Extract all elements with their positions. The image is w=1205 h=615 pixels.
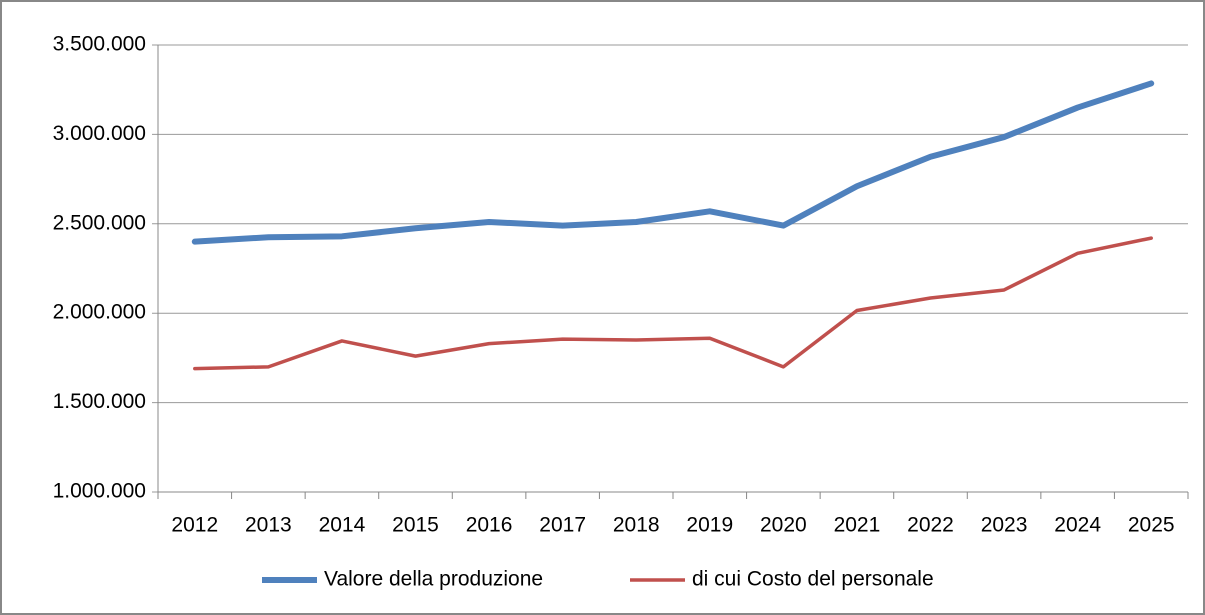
legend-label: di cui Costo del personale [692, 568, 934, 591]
y-tick-label: 1.000.000 [53, 480, 146, 503]
x-tick-label: 2022 [907, 514, 954, 537]
x-tick-label: 2025 [1128, 514, 1175, 537]
y-tick-label: 1.500.000 [53, 390, 146, 413]
x-tick-label: 2012 [171, 514, 218, 537]
legend-label: Valore della produzione [324, 568, 543, 591]
y-tick-label: 3.500.000 [53, 33, 146, 56]
x-tick-label: 2020 [760, 514, 807, 537]
x-tick-label: 2013 [245, 514, 292, 537]
line [191, 80, 1155, 245]
x-tick-label: 2019 [686, 514, 733, 537]
x-tick-label: 2024 [1054, 514, 1101, 537]
y-tick-label: 3.000.000 [53, 122, 146, 145]
x-tick-label: 2016 [466, 514, 513, 537]
x-tick-label: 2021 [834, 514, 881, 537]
x-tick-label: 2017 [539, 514, 586, 537]
line [193, 236, 1153, 371]
x-tick-label: 2014 [319, 514, 366, 537]
y-tick-label: 2.500.000 [53, 211, 146, 234]
x-tick-label: 2018 [613, 514, 660, 537]
x-tick-label: 2023 [981, 514, 1028, 537]
y-tick-label: 2.000.000 [53, 301, 146, 324]
x-tick-label: 2015 [392, 514, 439, 537]
